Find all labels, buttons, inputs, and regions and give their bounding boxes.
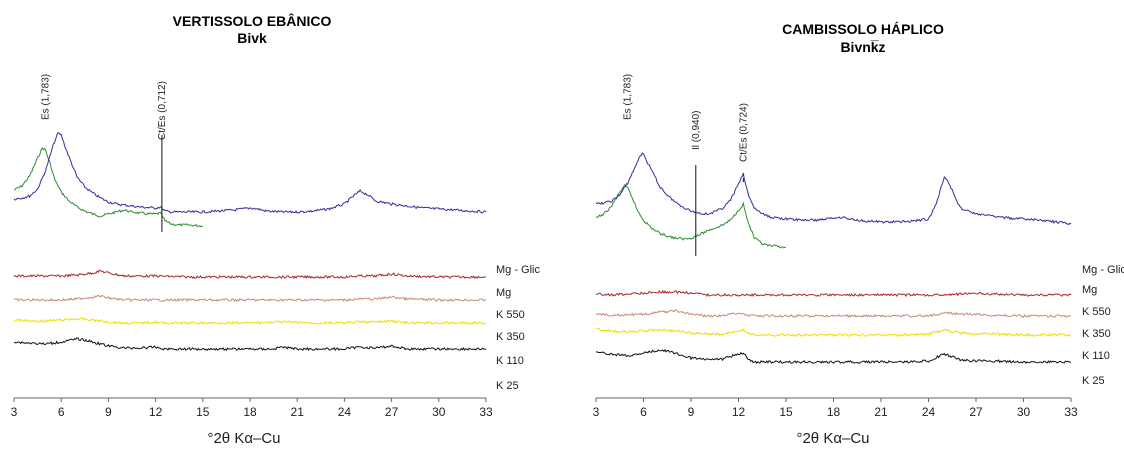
chart-title: CAMBISSOLO HÁPLICO — [782, 21, 944, 37]
peak-label: Ct/Es (0,724) — [738, 103, 749, 162]
series-line-k-25 — [13, 337, 487, 352]
peak-label: Es (1,783) — [623, 74, 634, 120]
x-axis-label: °2θ Kα–Cu — [796, 430, 869, 447]
x-tick-label: 18 — [243, 405, 257, 419]
panel-vertissolo: VERTISSOLO EBÂNICO Bivk Mg - Glic Mg K 550… — [11, 12, 541, 447]
x-axis-label: °2θ Kα–Cu — [207, 430, 280, 447]
series-line-k-550 — [595, 289, 1072, 298]
x-tick-label: 33 — [1064, 405, 1078, 419]
series-line-mg-glic — [595, 184, 787, 249]
series-label: K 350 — [496, 331, 525, 343]
x-tick-label: 3 — [593, 405, 600, 419]
series-label: K 25 — [496, 380, 519, 392]
x-tick-label: 24 — [338, 405, 352, 419]
x-tick-label: 18 — [827, 405, 841, 419]
x-tick-label: 30 — [432, 405, 446, 419]
chart-subtitle: Bivk — [237, 30, 267, 46]
peak-label: Il (0,940) — [691, 111, 702, 150]
x-tick-label: 15 — [779, 405, 793, 419]
series-label: Mg - Glic — [496, 264, 541, 276]
plot-area: Mg - Glic Mg K 550 K 350 K 110 K 25 Es (1,783)… — [11, 74, 541, 419]
plot-area: Mg - Glic Mg K 550 K 350 K 110 K 25 Es (1,783)… — [593, 74, 1124, 419]
series-line-k-350 — [595, 309, 1072, 319]
x-tick-label: 12 — [732, 405, 746, 419]
peak-label: Es (1,783) — [41, 74, 52, 120]
x-tick-label: 9 — [688, 405, 695, 419]
series-line-k-110 — [13, 317, 487, 326]
chart-subtitle: Bivnk̅z — [840, 39, 885, 55]
series-line-mg — [13, 132, 487, 214]
series-label: Mg — [496, 287, 511, 299]
series-line-k-550 — [13, 269, 486, 280]
peak-label: Ct/Es (0,712) — [157, 81, 168, 140]
series-label: K 25 — [1082, 375, 1105, 387]
series-label: K 110 — [1082, 350, 1110, 362]
x-tick-label: 27 — [385, 405, 399, 419]
x-tick-label: 15 — [196, 405, 210, 419]
x-tick-label: 27 — [969, 405, 983, 419]
x-tick-label: 33 — [479, 405, 493, 419]
x-tick-label: 6 — [640, 405, 647, 419]
x-tick-label: 30 — [1017, 405, 1031, 419]
series-line-k-110 — [595, 327, 1072, 337]
series-line-mg — [595, 152, 1072, 226]
series-label: K 350 — [1082, 328, 1111, 340]
x-tick-label: 6 — [58, 405, 65, 419]
x-tick-label: 9 — [105, 405, 112, 419]
series-label: Mg - Glic — [1082, 264, 1124, 276]
series-label: K 550 — [496, 309, 525, 321]
series-label: K 550 — [1082, 306, 1111, 318]
x-tick-label: 21 — [291, 405, 305, 419]
x-tick-label: 12 — [149, 405, 163, 419]
series-line-k-25 — [595, 349, 1072, 365]
series-line-mg-glic — [13, 146, 203, 228]
x-tick-label: 21 — [874, 405, 888, 419]
panel-cambissolo: CAMBISSOLO HÁPLICO Bivnk̅z Mg - Glic Mg K … — [593, 21, 1124, 447]
x-tick-label: 24 — [922, 405, 936, 419]
x-tick-label: 3 — [11, 405, 18, 419]
chart-title: VERTISSOLO EBÂNICO — [173, 12, 332, 29]
series-line-k-350 — [13, 294, 487, 303]
series-label: K 110 — [496, 355, 524, 367]
series-label: Mg — [1082, 284, 1097, 296]
